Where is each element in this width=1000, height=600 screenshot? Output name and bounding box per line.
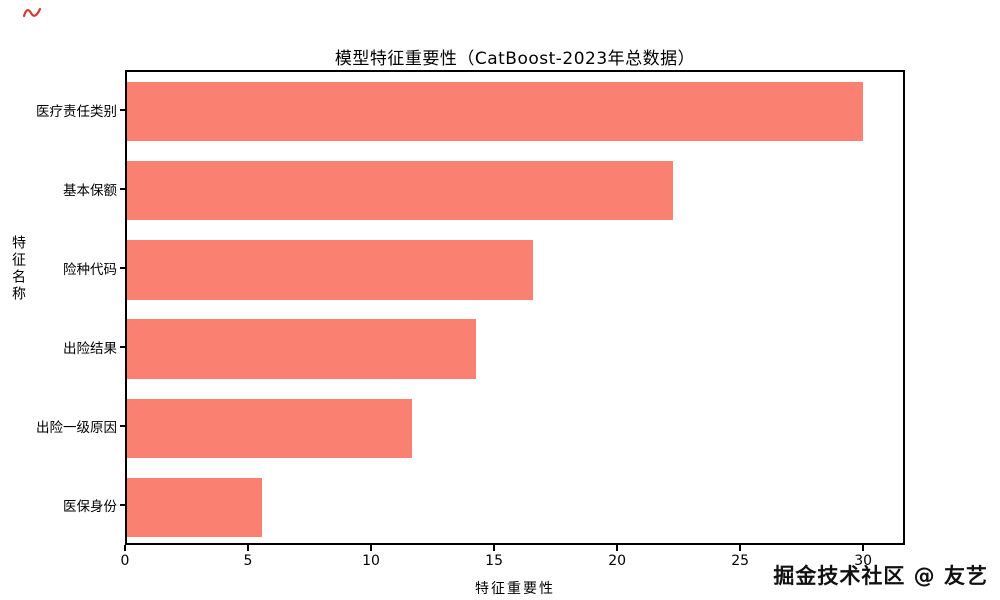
- x-tick-mark: [739, 545, 742, 551]
- x-tick-label: 5: [243, 553, 253, 569]
- x-tick-label: 0: [120, 553, 130, 569]
- x-tick-label: 25: [731, 553, 750, 569]
- bar: [127, 81, 863, 142]
- bar: [127, 240, 533, 300]
- y-tick-mark: [120, 187, 125, 190]
- bar: [127, 398, 413, 458]
- x-tick-label: 10: [362, 553, 380, 569]
- x-tick-mark: [124, 545, 126, 551]
- x-tick-mark: [493, 545, 496, 551]
- y-tick-label: 出险结果: [63, 341, 117, 358]
- x-axis-ticks: 0 5 10 15 20 25 30: [121, 545, 905, 575]
- y-tick-label: 医疗责任类别: [36, 103, 117, 120]
- bar: [127, 477, 263, 538]
- y-tick-mark: [120, 346, 125, 349]
- y-tick-label: 基本保额: [63, 182, 117, 199]
- chart-title: 模型特征重要性（CatBoost-2023年总数据）: [334, 49, 696, 69]
- x-tick-label: 30: [854, 553, 873, 569]
- corner-logo-icon: [22, 7, 42, 18]
- y-tick-label: 险种代码: [63, 261, 117, 278]
- y-tick-mark: [120, 108, 125, 111]
- y-tick-label: 医保身份: [63, 499, 117, 516]
- x-tick-label: 20: [608, 553, 627, 569]
- x-tick-mark: [616, 545, 619, 551]
- plot-area: [125, 70, 905, 545]
- y-tick-mark: [120, 504, 125, 507]
- x-tick-mark: [862, 545, 865, 551]
- x-tick-mark: [370, 545, 373, 551]
- watermark: 掘金技术社区 @ 友艺: [773, 564, 988, 588]
- x-tick-mark: [247, 545, 250, 551]
- x-tick-label: 15: [485, 553, 503, 569]
- y-axis-tick-labels: 医疗责任类别基本保额险种代码出险结果出险一级原因医保身份: [0, 70, 117, 545]
- y-tick-mark: [120, 266, 125, 269]
- x-axis-label: 特征重要性: [475, 581, 555, 597]
- bar: [127, 319, 477, 379]
- bar: [127, 161, 674, 221]
- y-axis-label: 特征名称: [10, 235, 26, 303]
- y-tick-label: 出险一级原因: [36, 420, 117, 437]
- y-tick-mark: [120, 425, 125, 428]
